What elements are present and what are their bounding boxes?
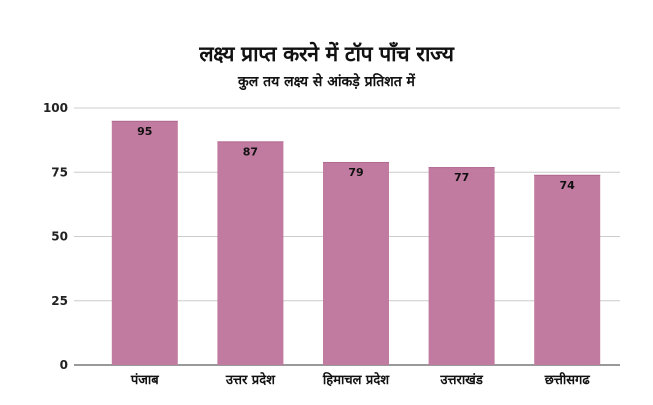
category-label: पंजाब: [130, 372, 159, 388]
data-label: 74: [560, 179, 576, 192]
y-tick-label: 0: [60, 358, 68, 372]
y-tick-label: 50: [51, 230, 68, 244]
data-label: 79: [348, 166, 363, 179]
chart-subtitle: कुल तय लक्ष्य से आंकड़े प्रतिशत में: [238, 74, 415, 90]
category-label: उत्तर प्रदेश: [225, 372, 276, 388]
bar: [111, 120, 178, 365]
y-tick-label: 100: [43, 101, 68, 115]
category-label: हिमाचल प्रदेश: [322, 372, 390, 388]
bar: [323, 161, 389, 365]
category-label: छत्तीसगढ: [544, 372, 591, 388]
bar: [217, 141, 284, 365]
bar: [534, 174, 601, 365]
y-tick-label: 75: [51, 165, 68, 179]
y-tick-label: 25: [51, 294, 68, 308]
bar: [428, 167, 495, 365]
data-label: 95: [137, 125, 152, 138]
data-label: 87: [243, 145, 258, 158]
data-label: 77: [454, 171, 469, 184]
chart-title: लक्ष्य प्राप्त करने में टॉप पाँच राज्य: [199, 42, 454, 66]
category-label: उत्तराखंड: [439, 372, 483, 388]
